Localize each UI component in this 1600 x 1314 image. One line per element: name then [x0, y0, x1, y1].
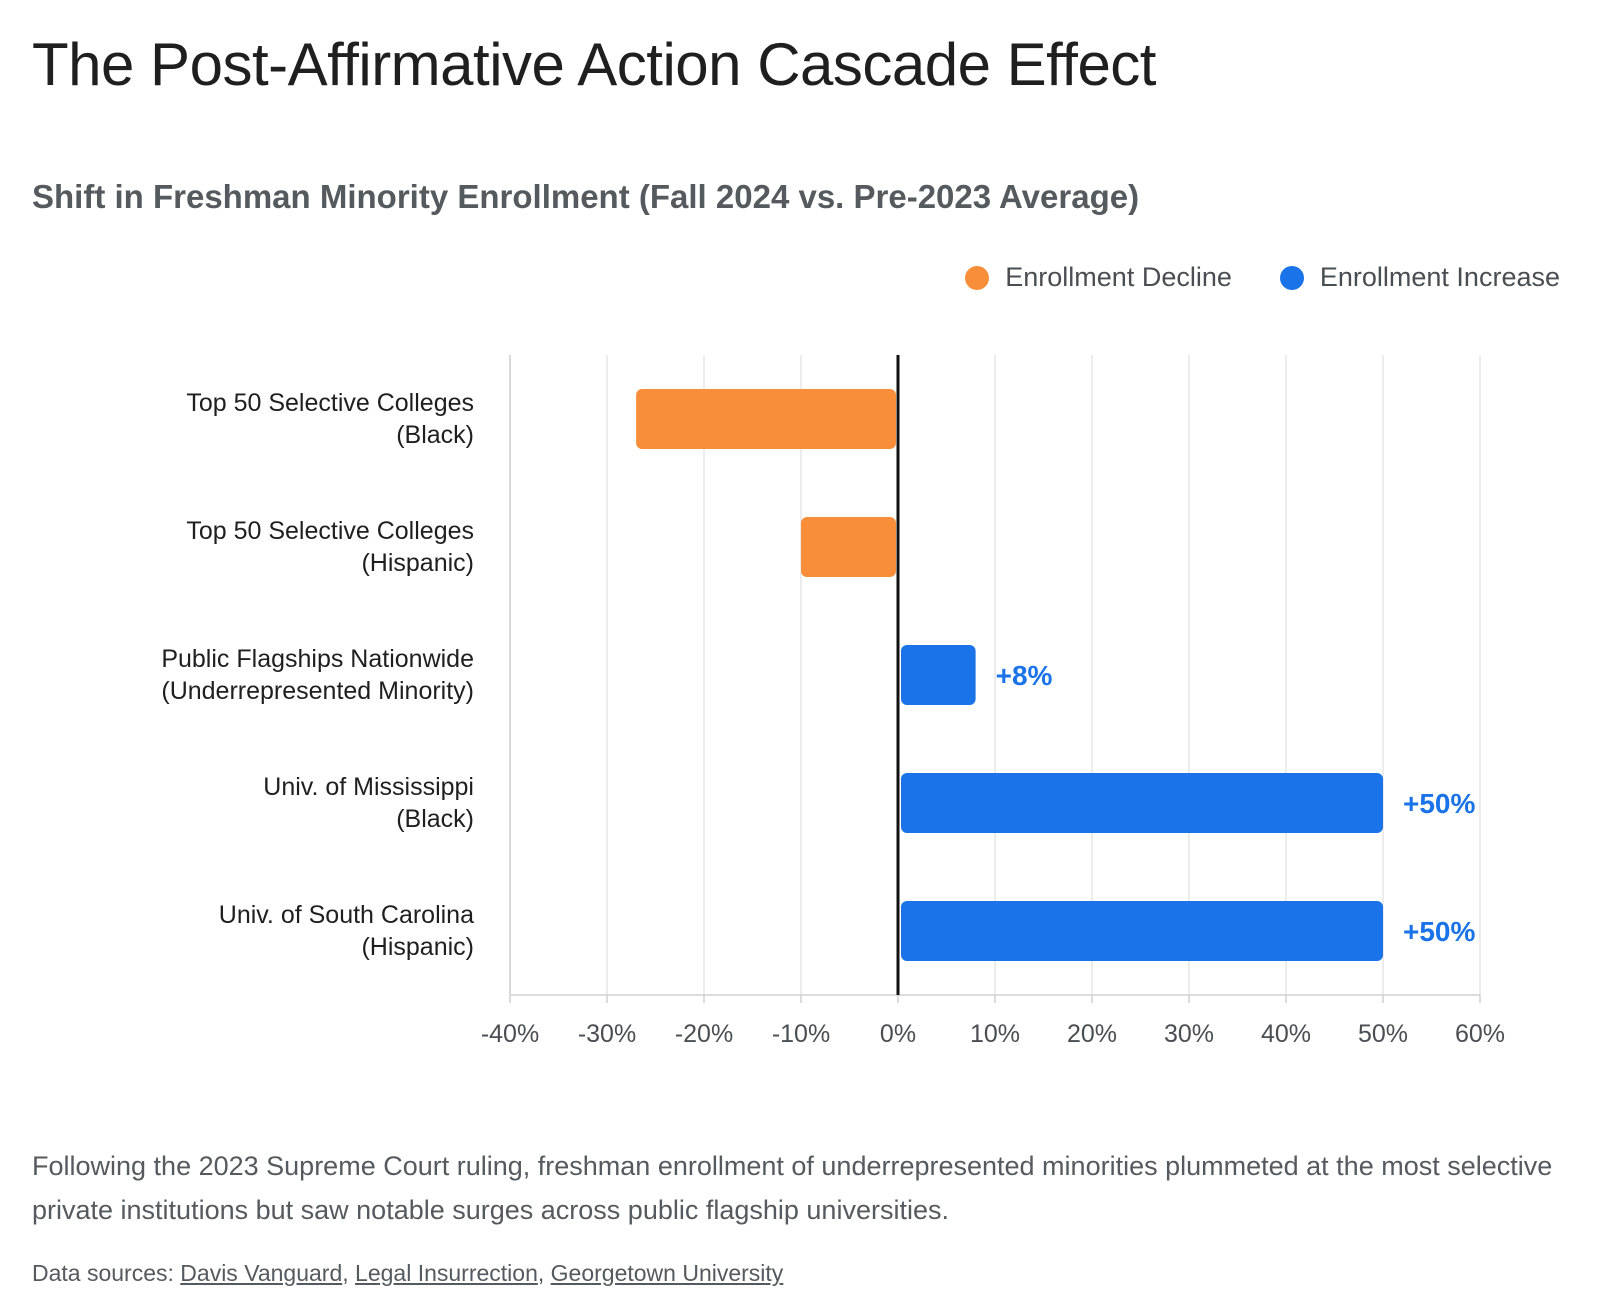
- chart-subtitle: Shift in Freshman Minority Enrollment (F…: [32, 178, 1140, 215]
- sources-separator: ,: [342, 1260, 356, 1286]
- category-label: (Black): [396, 421, 474, 449]
- x-tick-label: 50%: [1358, 1020, 1408, 1048]
- category-label: Univ. of South Carolina: [219, 901, 474, 929]
- x-tick-label: 60%: [1455, 1020, 1505, 1048]
- x-tick-label: 30%: [1164, 1020, 1214, 1048]
- data-sources: Data sources: Davis Vanguard, Legal Insu…: [32, 1260, 783, 1287]
- sources-prefix: Data sources:: [32, 1260, 181, 1286]
- x-tick-label: -20%: [675, 1020, 733, 1048]
- legend-item-increase: Enrollment Increase: [1279, 262, 1560, 293]
- legend-item-decline: Enrollment Decline: [965, 262, 1232, 293]
- legend: Enrollment Decline Enrollment Increase: [917, 262, 1560, 293]
- data-label: +8%: [996, 660, 1053, 691]
- legend-label-decline: Enrollment Decline: [1005, 262, 1232, 292]
- bar: [901, 773, 1383, 833]
- x-tick-label: 10%: [970, 1020, 1020, 1048]
- legend-swatch-increase: [1279, 265, 1304, 290]
- data-label: +50%: [1403, 916, 1475, 947]
- legend-label-increase: Enrollment Increase: [1319, 262, 1560, 292]
- bar: [801, 517, 896, 577]
- bar: [636, 389, 896, 449]
- category-label: Univ. of Mississippi: [263, 773, 474, 801]
- category-label: (Hispanic): [361, 933, 474, 961]
- bar: [901, 645, 976, 705]
- category-label: Top 50 Selective Colleges: [186, 517, 474, 545]
- category-label: Top 50 Selective Colleges: [186, 389, 474, 417]
- x-tick-label: 0%: [880, 1020, 916, 1048]
- source-link-davis-vanguard[interactable]: Davis Vanguard: [180, 1260, 343, 1286]
- source-link-legal-insurrection[interactable]: Legal Insurrection: [355, 1260, 538, 1286]
- x-tick-label: 20%: [1067, 1020, 1117, 1048]
- x-tick-label: -40%: [481, 1020, 539, 1048]
- category-label: (Hispanic): [361, 549, 474, 577]
- chart-title: The Post-Affirmative Action Cascade Effe…: [32, 31, 1156, 98]
- category-label: (Underrepresented Minority): [161, 677, 474, 705]
- x-tick-label: -10%: [772, 1020, 830, 1048]
- sources-separator: ,: [537, 1260, 551, 1286]
- category-label: Public Flagships Nationwide: [161, 645, 474, 673]
- source-link-georgetown-university[interactable]: Georgetown University: [550, 1260, 784, 1286]
- chart-caption: Following the 2023 Supreme Court ruling,…: [32, 1151, 1553, 1225]
- data-label: +50%: [1403, 788, 1475, 819]
- x-tick-label: -30%: [578, 1020, 636, 1048]
- x-tick-label: 40%: [1261, 1020, 1311, 1048]
- bar: [901, 901, 1383, 961]
- legend-swatch-decline: [965, 265, 990, 290]
- category-label: (Black): [396, 805, 474, 833]
- bar-chart: -40% -30% -20% -10% 0% 10% 20% 30% 40% 50% 60% Top …: [161, 355, 1505, 1048]
